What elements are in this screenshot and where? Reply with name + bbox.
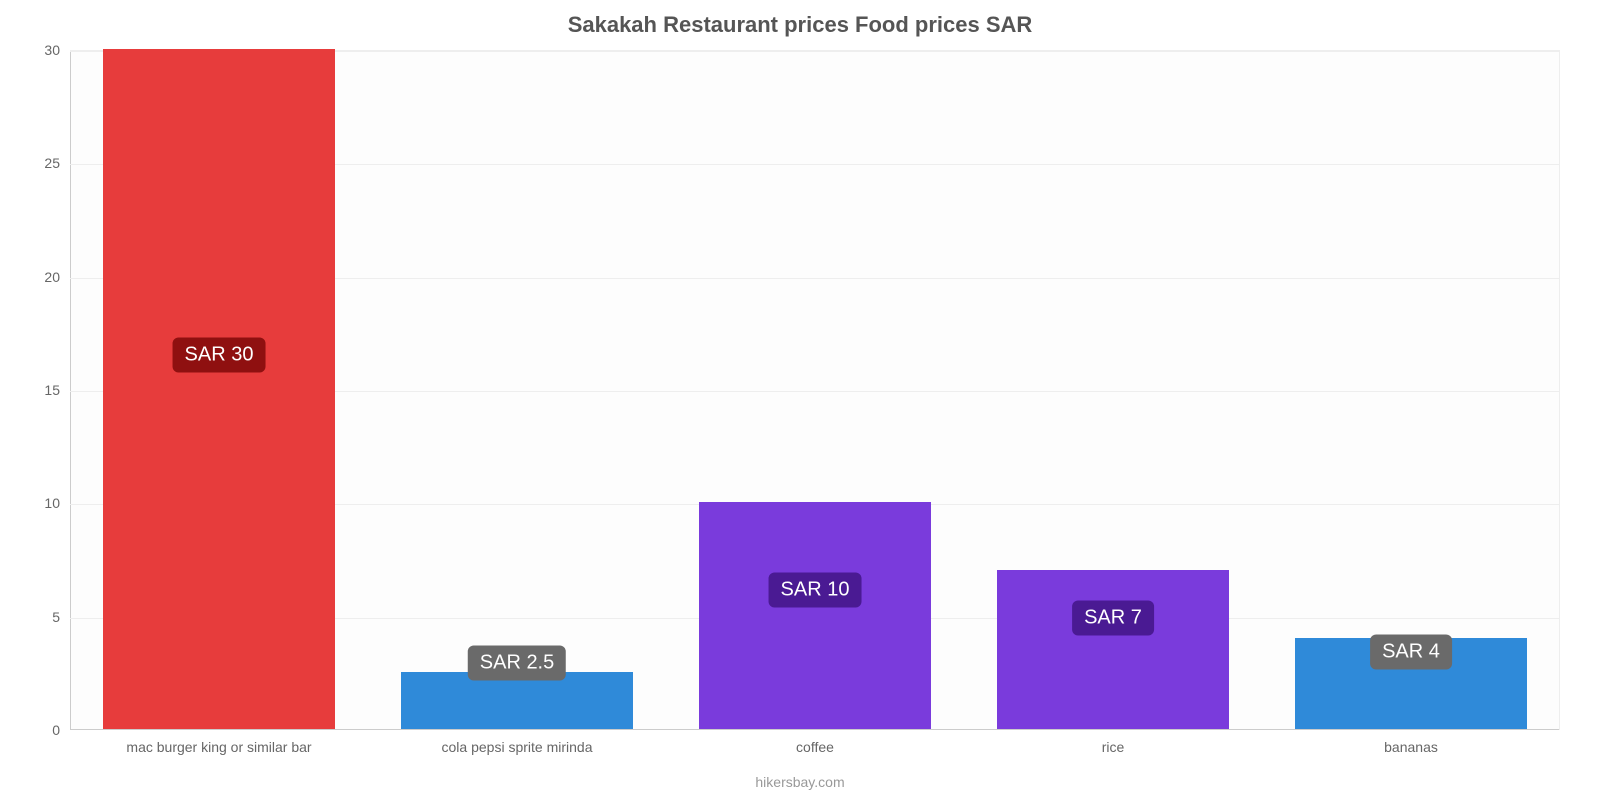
chart-plot-area: SAR 30SAR 2.5SAR 10SAR 7SAR 4 mac burger… [70,50,1560,730]
x-tick-label: mac burger king or similar bar [89,739,349,755]
y-tick-label: 5 [10,609,60,625]
y-tick-label: 15 [10,382,60,398]
bar-value-label: SAR 30 [173,337,266,372]
y-tick-label: 25 [10,155,60,171]
y-tick-label: 0 [10,722,60,738]
bar [401,672,633,729]
x-tick-label: rice [983,739,1243,755]
bar [997,570,1229,729]
y-tick-label: 20 [10,269,60,285]
bar-value-label: SAR 4 [1370,634,1452,669]
x-tick-label: coffee [685,739,945,755]
x-tick-label: bananas [1281,739,1541,755]
y-tick-label: 30 [10,42,60,58]
x-axis [70,729,1559,730]
x-tick-label: cola pepsi sprite mirinda [387,739,647,755]
y-tick-label: 10 [10,495,60,511]
credit-text: hikersbay.com [0,774,1600,790]
bar-value-label: SAR 10 [769,573,862,608]
chart-title: Sakakah Restaurant prices Food prices SA… [0,0,1600,38]
bar [103,49,335,729]
bar-value-label: SAR 2.5 [468,646,566,681]
bar-value-label: SAR 7 [1072,600,1154,635]
bar [699,502,931,729]
